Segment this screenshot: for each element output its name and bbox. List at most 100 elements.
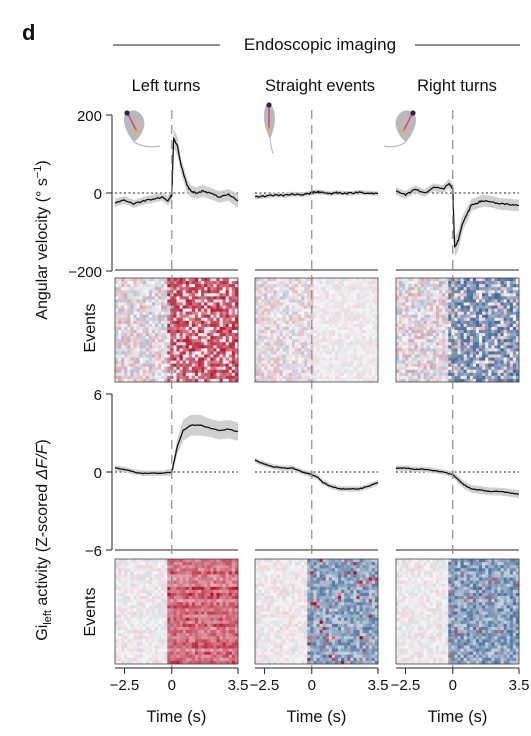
heatmap-cell [307, 342, 311, 346]
heatmap-cell [500, 372, 505, 377]
heatmap-cell [173, 559, 177, 563]
heatmap-cell [479, 281, 483, 285]
heatmap-cell [231, 565, 236, 569]
heatmap-cell [457, 293, 461, 297]
heatmap-cell [485, 323, 489, 328]
heatmap-cell [488, 323, 492, 328]
heatmap-cell [414, 336, 418, 340]
heatmap-cell [139, 320, 144, 325]
heatmap-cell [432, 302, 437, 306]
heatmap-cell [463, 290, 468, 294]
heatmap-cell [466, 278, 471, 282]
heatmap-cell [408, 284, 412, 288]
heatmap-cell [182, 599, 187, 603]
heatmap-cell [201, 305, 205, 309]
heatmap-cell [319, 366, 324, 371]
heatmap-cell [506, 363, 511, 368]
heatmap-cell [279, 375, 284, 380]
heatmap-cell [291, 305, 296, 309]
heatmap-cell [161, 278, 165, 282]
heatmap-cell [182, 305, 187, 309]
heatmap-cell [460, 305, 465, 309]
heatmap-cell [356, 278, 360, 282]
heatmap-cell [148, 311, 153, 316]
heatmap-cell [503, 320, 508, 325]
heatmap-cell [194, 599, 199, 603]
heatmap-cell [288, 348, 293, 352]
heatmap-cell [325, 296, 330, 300]
heatmap-cell [179, 592, 184, 597]
heatmap-cell [414, 284, 418, 288]
heatmap-cell [213, 369, 217, 374]
heatmap-cell [216, 577, 220, 582]
heatmap-cell [161, 580, 165, 585]
heatmap-cell [466, 348, 471, 352]
heatmap-cell [405, 378, 409, 383]
heatmap-cell [142, 308, 147, 313]
heatmap-cell [491, 323, 495, 328]
heatmap-cell [191, 372, 196, 377]
heatmap-cell [222, 302, 227, 306]
heatmap-cell [228, 284, 233, 288]
heatmap-cell [145, 336, 150, 340]
heatmap-cell [198, 333, 202, 337]
heatmap-cell [488, 317, 492, 322]
heatmap-cell [442, 308, 446, 313]
heatmap-cell [316, 333, 320, 337]
heatmap-cell [154, 375, 159, 380]
heatmap-cell [368, 342, 373, 346]
heatmap-cell [485, 375, 489, 380]
heatmap-cell [115, 302, 119, 306]
heatmap-cell [267, 378, 271, 383]
heatmap-cell [485, 345, 489, 349]
heatmap-cell [139, 357, 144, 361]
heatmap-cell [216, 320, 220, 325]
heatmap-cell [291, 323, 296, 328]
heatmap-cell [282, 345, 287, 349]
heatmap-cell [445, 293, 449, 297]
heatmap-cell [334, 363, 339, 368]
heatmap-cell [457, 342, 461, 346]
heatmap-cell [353, 372, 357, 377]
heatmap-cell [334, 345, 339, 349]
heatmap-cell [201, 278, 205, 282]
heatmap-cell [255, 351, 259, 355]
heatmap-cell [121, 330, 125, 334]
heatmap-cell [148, 574, 153, 578]
heatmap-cell [475, 308, 480, 313]
heatmap-cell [207, 363, 211, 368]
heatmap-cell [482, 305, 486, 309]
heatmap-cell [331, 281, 336, 285]
heatmap-cell [454, 326, 458, 331]
heatmap-cell [460, 296, 465, 300]
heatmap-cell [488, 360, 492, 365]
heatmap-cell [158, 562, 162, 566]
heatmap-cell [294, 308, 299, 313]
heatmap-cell [145, 583, 150, 588]
heatmap-cell [463, 311, 468, 316]
heatmap-cell [469, 351, 474, 355]
heatmap-cell [466, 378, 471, 383]
heatmap-cell [167, 369, 171, 374]
heatmap-cell [231, 311, 236, 316]
heatmap-cell [497, 287, 501, 291]
heatmap-cell [273, 369, 277, 374]
heatmap-cell [124, 617, 128, 622]
heatmap-cell [356, 378, 360, 383]
heatmap-cell [494, 375, 498, 380]
heatmap-cell [198, 568, 202, 572]
heatmap-cell [365, 351, 370, 355]
heatmap-cell [491, 320, 495, 325]
heatmap-cell [258, 308, 262, 313]
heatmap-cell [210, 580, 214, 585]
heatmap-cell [216, 339, 220, 343]
heatmap-cell [188, 320, 193, 325]
heatmap-cell [234, 580, 239, 585]
heatmap-cell [154, 320, 159, 325]
heatmap-cell [353, 311, 357, 316]
heatmap-cell [322, 378, 327, 383]
heatmap-cell [234, 596, 239, 600]
heatmap-cell [130, 608, 134, 612]
heatmap-cell [371, 354, 376, 358]
heatmap-cell [115, 571, 119, 575]
